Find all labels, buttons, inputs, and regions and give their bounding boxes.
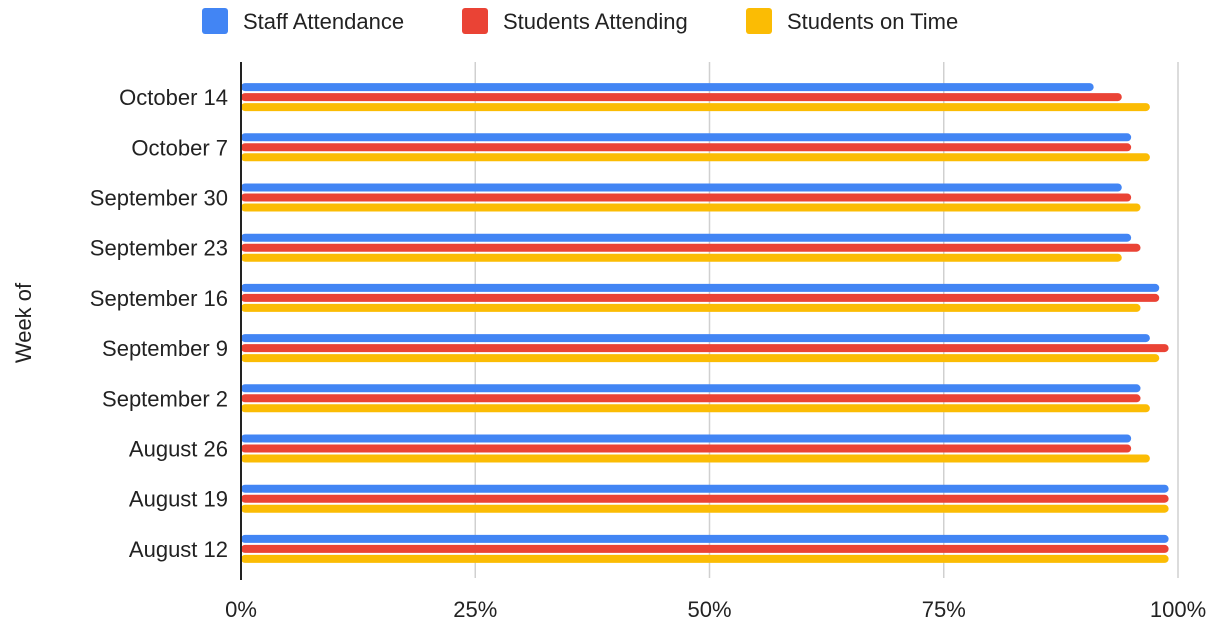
legend-label: Staff Attendance	[243, 9, 404, 34]
bar-staff-attendance	[241, 334, 1150, 343]
bar-students-attending	[241, 494, 1169, 503]
x-tick-label: 75%	[922, 597, 966, 622]
legend-swatch	[746, 8, 772, 34]
bar-students-on-time	[241, 203, 1141, 212]
y-tick-label: September 23	[90, 236, 228, 261]
bar-students-on-time	[241, 303, 1141, 312]
bar-staff-attendance	[241, 534, 1169, 543]
bar-students-attending	[241, 293, 1160, 302]
legend-item: Staff Attendance	[202, 8, 404, 34]
y-tick-labels: October 14 October 7 September 30 September…	[90, 85, 228, 562]
y-tick-label: September 30	[90, 186, 228, 211]
x-tick-label: 0%	[225, 597, 257, 622]
y-tick-label: October 7	[131, 135, 228, 160]
bar-students-on-time	[241, 103, 1150, 112]
x-tick-labels: 0% 25% 50% 75% 100%	[225, 597, 1206, 622]
bar-students-attending	[241, 394, 1141, 403]
bar-students-on-time	[241, 554, 1169, 563]
bar-students-attending	[241, 344, 1169, 353]
legend-item: Students on Time	[746, 8, 958, 34]
bar-staff-attendance	[241, 434, 1132, 443]
x-tick-label: 50%	[687, 597, 731, 622]
bar-students-attending	[241, 444, 1132, 453]
bar-staff-attendance	[241, 83, 1094, 92]
y-tick-label: August 19	[129, 487, 228, 512]
bar-staff-attendance	[241, 484, 1169, 493]
bar-students-attending	[241, 143, 1132, 152]
y-tick-label: August 12	[129, 537, 228, 562]
y-tick-label: October 14	[119, 85, 228, 110]
bar-students-on-time	[241, 454, 1150, 463]
bar-staff-attendance	[241, 283, 1160, 292]
bar-students-on-time	[241, 153, 1150, 162]
y-tick-label: August 26	[129, 437, 228, 462]
bar-students-on-time	[241, 504, 1169, 513]
x-tick-label: 25%	[453, 597, 497, 622]
legend-swatch	[462, 8, 488, 34]
legend: Staff Attendance Students Attending Studen…	[202, 8, 958, 34]
bar-students-on-time	[241, 253, 1122, 262]
bar-students-on-time	[241, 404, 1150, 413]
bar-staff-attendance	[241, 133, 1132, 142]
legend-item: Students Attending	[462, 8, 688, 34]
bars	[241, 83, 1169, 563]
bar-students-attending	[241, 93, 1122, 102]
x-tick-label: 100%	[1150, 597, 1206, 622]
y-tick-label: September 2	[102, 386, 228, 411]
y-tick-label: September 9	[102, 336, 228, 361]
bar-students-on-time	[241, 354, 1160, 363]
bar-students-attending	[241, 243, 1141, 252]
legend-swatch	[202, 8, 228, 34]
y-tick-label: September 16	[90, 286, 228, 311]
bar-staff-attendance	[241, 183, 1122, 192]
y-axis-title: Week of	[11, 282, 36, 363]
legend-label: Students Attending	[503, 9, 688, 34]
legend-label: Students on Time	[787, 9, 958, 34]
bar-students-attending	[241, 544, 1169, 553]
bar-students-attending	[241, 193, 1132, 202]
bar-staff-attendance	[241, 233, 1132, 242]
bar-staff-attendance	[241, 384, 1141, 393]
